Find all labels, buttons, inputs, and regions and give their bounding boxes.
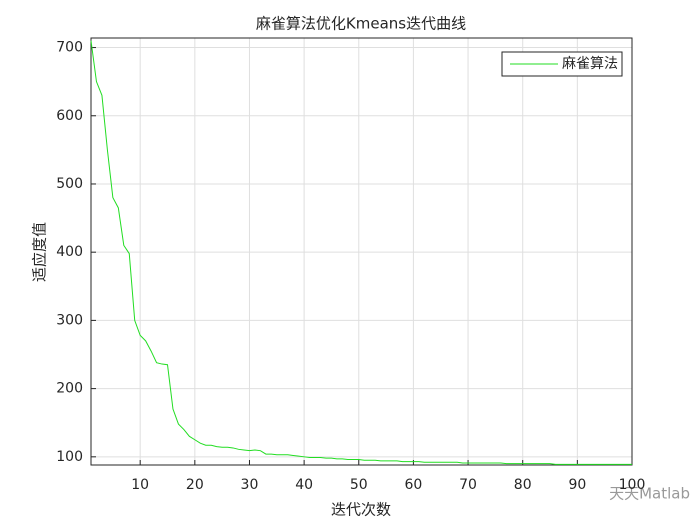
y-axis-label: 适应度值 xyxy=(31,222,49,282)
y-tick-label: 600 xyxy=(56,108,83,124)
legend-box xyxy=(501,51,623,77)
x-tick-label: 100 xyxy=(619,477,646,493)
x-axis-label: 迭代次数 xyxy=(331,501,391,519)
y-tick-label: 100 xyxy=(56,449,83,465)
y-tick-label: 400 xyxy=(56,244,83,260)
x-tick-label: 80 xyxy=(514,477,532,493)
y-tick-label: 500 xyxy=(56,176,83,192)
x-tick-label: 70 xyxy=(459,477,477,493)
x-tick-label: 90 xyxy=(568,477,586,493)
x-tick-label: 60 xyxy=(405,477,423,493)
x-tick-label: 20 xyxy=(186,477,204,493)
y-tick-label: 700 xyxy=(56,40,83,56)
plot-area xyxy=(91,38,632,465)
x-tick-label: 10 xyxy=(131,477,149,493)
chart-title: 麻雀算法优化Kmeans迭代曲线 xyxy=(256,15,466,33)
y-tick-label: 300 xyxy=(56,312,83,328)
data-line xyxy=(90,40,632,465)
axes-box xyxy=(90,37,633,466)
x-tick-label: 50 xyxy=(350,477,368,493)
legend-label: 麻雀算法 xyxy=(562,56,618,72)
x-tick-label: 40 xyxy=(295,477,313,493)
x-tick-label: 30 xyxy=(241,477,259,493)
watermark: 天天Matlab xyxy=(609,485,690,503)
y-tick-label: 200 xyxy=(56,381,83,397)
